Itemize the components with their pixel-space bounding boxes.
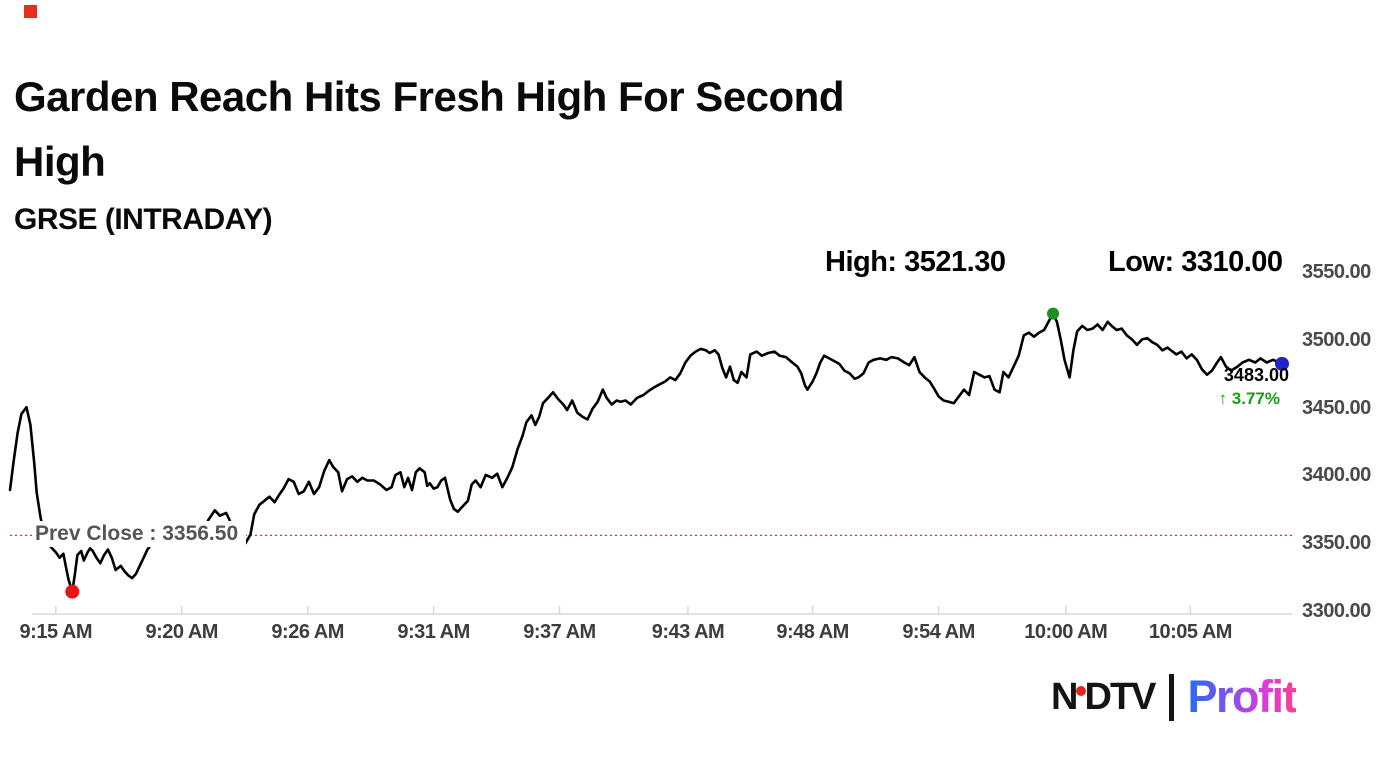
- high-value-label: High: 3521.30: [825, 246, 1006, 278]
- y-axis-label: 3500.00: [1302, 328, 1371, 351]
- y-axis-label: 3550.00: [1302, 261, 1371, 283]
- x-axis-label: 9:43 AM: [651, 621, 725, 643]
- chart-subtitle: GRSE (INTRADAY): [14, 203, 273, 236]
- page-title-line1: Garden Reach Hits Fresh High For Second: [14, 73, 845, 120]
- profit-logo: Profit: [1187, 671, 1298, 722]
- ndtv-red-dot-icon: [1075, 685, 1086, 696]
- low-marker-dot: [65, 584, 80, 599]
- x-axis-label: 9:48 AM: [776, 621, 849, 643]
- y-axis-label: 3400.00: [1302, 464, 1371, 487]
- y-axis-label: 3450.00: [1302, 396, 1371, 419]
- y-axis-label: 3300.00: [1302, 600, 1371, 622]
- x-axis-label: 9:31 AM: [397, 621, 470, 643]
- x-axis-label: 10:00 AM: [1024, 621, 1108, 643]
- x-axis-label: 9:54 AM: [902, 621, 975, 643]
- x-axis-label: 10:05 AM: [1148, 621, 1233, 643]
- low-value-label: Low: 3310.00: [1108, 246, 1283, 278]
- x-axis-label: 9:26 AM: [271, 621, 344, 643]
- y-axis-label: 3350.00: [1302, 532, 1371, 555]
- red-square-marker: [24, 5, 37, 18]
- logo-divider: [1168, 673, 1174, 721]
- prev-close-label: Prev Close : 3356.50: [33, 521, 247, 548]
- x-axis-label: 9:20 AM: [145, 621, 218, 643]
- ndtv-profit-logo: N DTV Profit: [1051, 671, 1298, 723]
- x-axis-label: 9:15 AM: [19, 621, 93, 643]
- ndtv-letters-dtv: DTV: [1084, 675, 1157, 718]
- page-title-line2: High: [14, 138, 106, 185]
- up-arrow-icon: ↑: [1218, 389, 1228, 408]
- high-marker-dot: [1047, 307, 1060, 320]
- last-price-label: 3483.00: [1223, 365, 1289, 385]
- change-percent-label: ↑ 3.77%: [1219, 389, 1280, 409]
- price-line: [8, 312, 1284, 594]
- ndtv-letter-n: N: [1051, 675, 1078, 718]
- x-axis-label: 9:37 AM: [523, 621, 596, 643]
- change-percent-value: 3.77%: [1231, 389, 1280, 408]
- ndtv-logo: N DTV: [1051, 675, 1157, 719]
- last-marker-dot: [1275, 356, 1289, 371]
